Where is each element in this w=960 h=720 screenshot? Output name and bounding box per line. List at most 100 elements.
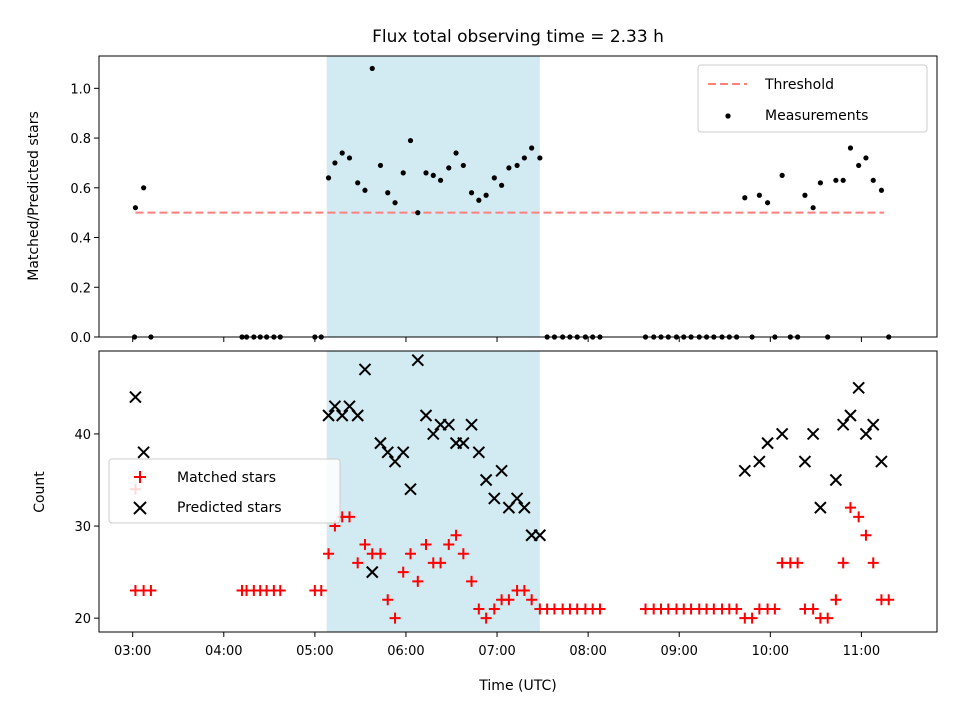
predicted-star-marker — [335, 409, 349, 422]
legend-predicted-label: Predicted stars — [177, 500, 282, 516]
matched-star-marker — [343, 511, 355, 523]
top-y-tick-label: 0.8 — [70, 132, 91, 147]
measurement-point — [446, 165, 452, 171]
matched-star-marker — [503, 594, 515, 606]
top-y-tick-label: 0.4 — [70, 232, 91, 247]
predicted-star-marker — [844, 409, 857, 422]
matched-star-marker — [480, 612, 492, 624]
matched-star-marker — [518, 585, 530, 597]
legend-matched-swatch — [134, 471, 146, 483]
matched-star-marker — [792, 557, 804, 569]
measurement-point — [863, 155, 869, 161]
top-legend: Threshold Measurements — [697, 64, 928, 133]
measurement-point — [430, 172, 436, 178]
measurement-point — [856, 162, 862, 169]
top-panel: 0.0 0.2 0.4 0.6 0.8 1.0 Matched/Predicted sta… — [26, 55, 938, 346]
measurement-point — [132, 205, 139, 211]
measurement-point — [779, 172, 785, 178]
measurement-point — [453, 150, 459, 156]
measurement-point — [355, 180, 361, 186]
predicted-star-marker — [738, 464, 752, 477]
measurement-point — [369, 65, 375, 72]
matched-star-marker — [769, 603, 781, 615]
predicted-star-marker — [479, 473, 493, 487]
predicted-star-marker — [761, 436, 774, 450]
measurement-point — [742, 195, 748, 201]
x-tick-label: 09:00 — [660, 644, 697, 659]
predicted-star-marker — [814, 501, 827, 514]
chart-title: Flux total observing time = 2.33 h — [372, 27, 664, 47]
matched-star-marker — [352, 557, 364, 569]
predicted-star-marker — [472, 446, 486, 459]
measurement-point — [400, 170, 406, 176]
top-y-tick-label: 1.0 — [70, 82, 91, 97]
measurement-point — [491, 175, 497, 181]
matched-star-marker — [389, 612, 401, 624]
predicted-star-marker — [859, 427, 873, 441]
legend-measurements-label: Measurements — [765, 108, 868, 124]
predicted-star-marker — [322, 409, 335, 422]
predicted-star-marker — [806, 427, 820, 441]
matched-star-marker — [731, 603, 743, 615]
measurement-point — [468, 190, 475, 196]
predicted-star-marker — [829, 473, 843, 487]
bottom-highlight-span — [326, 351, 540, 632]
bottom-y-tick-label: 20 — [74, 612, 91, 627]
top-y-tick-label: 0.6 — [70, 182, 91, 197]
matched-star-marker — [526, 594, 538, 606]
predicted-star-marker — [836, 418, 850, 431]
top-highlight-span — [326, 56, 540, 337]
matched-star-marker — [405, 548, 417, 560]
predicted-star-marker — [137, 446, 150, 459]
x-tick-label: 05:00 — [296, 644, 333, 659]
measurement-point — [764, 200, 771, 206]
matched-star-marker — [374, 548, 386, 560]
matched-star-marker — [867, 557, 879, 569]
legend-predicted-swatch — [133, 501, 147, 515]
measurement-point — [423, 170, 429, 176]
measurement-point — [802, 192, 808, 198]
matched-star-marker — [844, 502, 856, 514]
x-tick-label: 07:00 — [478, 644, 515, 659]
measurement-point — [362, 187, 368, 193]
bottom-y-tick-label: 40 — [74, 428, 91, 443]
measurement-point — [141, 185, 147, 191]
predicted-star-marker — [488, 492, 501, 505]
top-y-axis-label: Matched/Predicted stars — [26, 111, 42, 281]
bottom-y-axis-label: Count — [32, 471, 48, 513]
x-tick-label: 04:00 — [205, 644, 242, 659]
measurement-point — [840, 177, 846, 183]
predicted-star-marker — [533, 529, 547, 542]
top-axes-frame — [98, 55, 938, 338]
predicted-star-marker — [427, 427, 440, 441]
matched-star-marker — [412, 575, 424, 587]
measurement-point — [817, 180, 824, 186]
x-tick-label: 10:00 — [752, 644, 789, 659]
measurement-point — [810, 205, 816, 211]
measurement-point — [833, 177, 839, 183]
matched-star-marker — [473, 603, 485, 615]
x-axis-label: Time (UTC) — [478, 678, 556, 694]
predicted-star-marker — [875, 455, 888, 468]
x-tick-label: 06:00 — [387, 644, 424, 659]
measurement-point — [756, 192, 762, 198]
predicted-star-marker — [775, 427, 789, 441]
matched-star-marker — [145, 585, 157, 597]
x-tick-label: 08:00 — [569, 644, 606, 659]
predicted-star-marker — [852, 381, 865, 395]
top-y-tick-label: 0.2 — [70, 281, 91, 296]
measurement-point — [460, 162, 466, 169]
matched-star-marker — [746, 612, 758, 624]
predicted-star-marker — [397, 446, 410, 459]
legend-matched-label: Matched stars — [177, 470, 276, 486]
measurement-point — [437, 177, 444, 183]
matched-star-marker — [315, 585, 327, 597]
matched-star-marker — [488, 603, 500, 615]
measurement-point — [339, 150, 345, 156]
measurement-point — [385, 190, 391, 196]
predicted-star-marker — [867, 418, 880, 431]
measurement-point — [521, 155, 527, 161]
measurement-point — [407, 137, 414, 144]
bottom-panel: 20 30 40 03:00 04:00 05:00 06:00 07:00 08:00 09:… — [32, 350, 938, 694]
measurement-point — [870, 177, 876, 183]
